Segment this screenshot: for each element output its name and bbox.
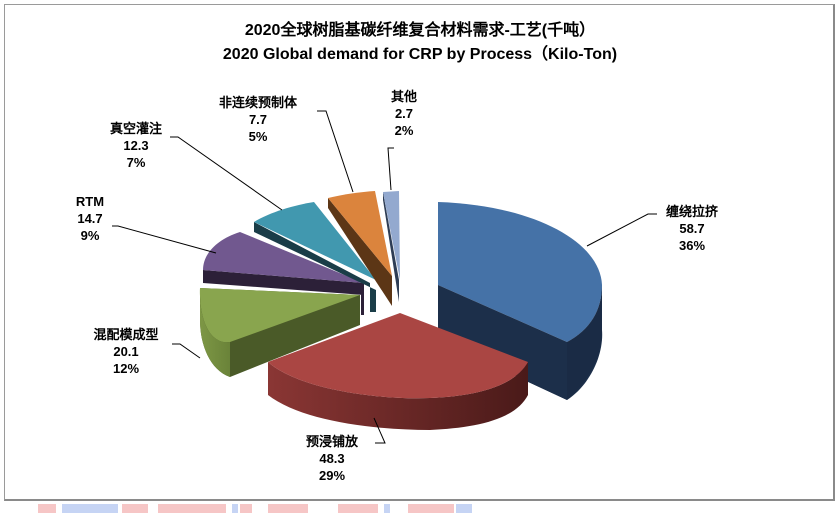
label-name: 其他 <box>390 89 417 104</box>
label-pct: 12% <box>112 361 140 376</box>
chart-title: 2020全球树脂基碳纤维复合材料需求-工艺(千吨） <box>244 22 596 39</box>
label-prepreg-layup: 预浸铺放 48.3 29% <box>292 433 372 484</box>
label-value: 14.7 <box>77 211 103 226</box>
slice-vacuum-infusion <box>254 202 376 312</box>
label-vacuum-infusion: 真空灌注 12.3 7% <box>96 120 176 171</box>
label-name: RTM <box>75 194 105 209</box>
label-value: 7.7 <box>248 112 268 127</box>
label-name: 混配模成型 <box>93 327 159 342</box>
label-value: 2.7 <box>394 106 414 121</box>
label-pct: 36% <box>678 238 706 253</box>
background-stripe-decoration <box>38 504 472 513</box>
slice-winding-pultrusion <box>438 202 603 400</box>
slice-prepreg-layup <box>268 313 528 430</box>
slice-discontinuous-preform <box>328 191 392 306</box>
label-pct: 2% <box>394 123 414 138</box>
label-name: 缠绕拉挤 <box>665 204 718 219</box>
label-compound-molding: 混配模成型 20.1 12% <box>78 326 174 377</box>
slice-rtm <box>203 232 364 315</box>
label-name: 预浸铺放 <box>305 434 358 449</box>
label-pct: 9% <box>80 228 100 243</box>
label-pct: 7% <box>126 155 146 170</box>
label-name: 非连续预制体 <box>218 95 297 110</box>
slice-compound-molding <box>199 288 360 377</box>
label-pct: 29% <box>318 468 346 483</box>
label-name: 真空灌注 <box>109 121 162 136</box>
label-value: 12.3 <box>123 138 149 153</box>
chart-subtitle: 2020 Global demand for CRP by Process（Ki… <box>222 46 618 63</box>
label-value: 48.3 <box>319 451 345 466</box>
label-discontinuous-preform: 非连续预制体 7.7 5% <box>200 94 316 145</box>
slice-other <box>383 191 400 302</box>
label-rtm: RTM 14.7 9% <box>65 193 115 244</box>
leader-lines <box>112 110 657 444</box>
label-value: 58.7 <box>679 221 705 236</box>
label-winding-pultrusion: 缠绕拉挤 58.7 36% <box>652 203 732 254</box>
label-value: 20.1 <box>113 344 139 359</box>
label-pct: 5% <box>248 129 268 144</box>
label-other: 其他 2.7 2% <box>382 88 426 139</box>
